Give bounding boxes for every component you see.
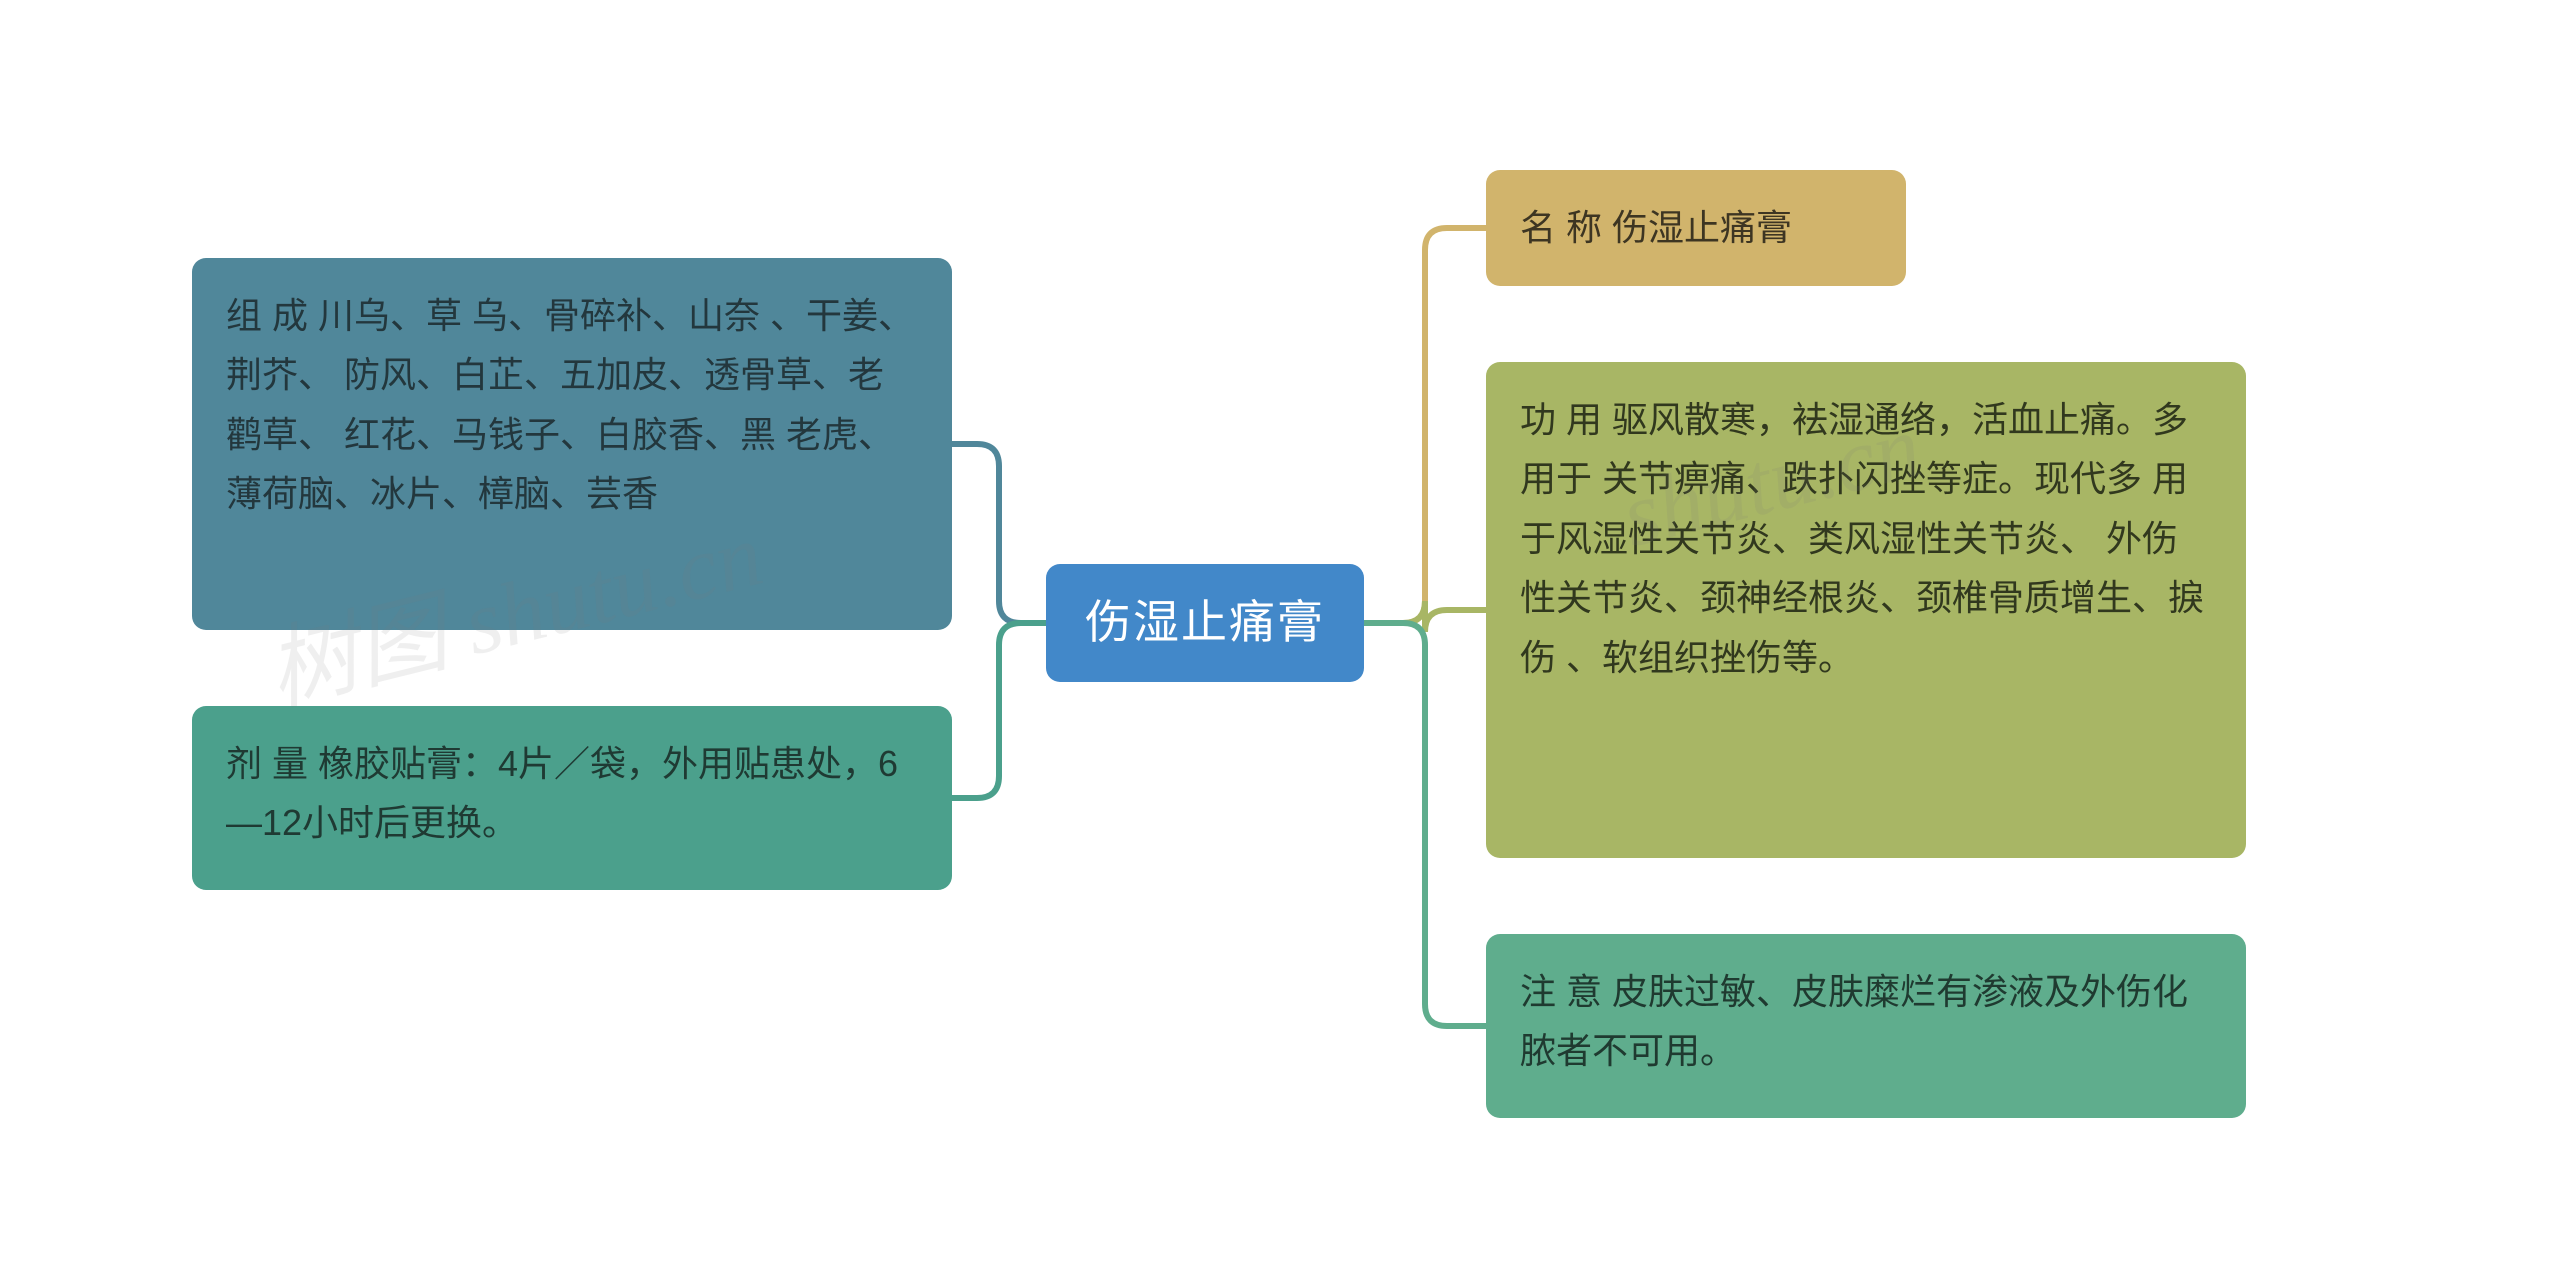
left-node-composition-text: 组 成 川乌、草 乌、骨碎补、山奈 、干姜、荆芥、 防风、白芷、五加皮、透骨草、… xyxy=(226,295,914,514)
left-node-composition: 组 成 川乌、草 乌、骨碎补、山奈 、干姜、荆芥、 防风、白芷、五加皮、透骨草、… xyxy=(192,258,952,630)
right-node-name: 名 称 伤湿止痛膏 xyxy=(1486,170,1906,286)
right-node-function-text: 功 用 驱风散寒，袪湿通络，活血止痛。多用于 关节痹痛、跌扑闪挫等症。现代多 用… xyxy=(1520,399,2204,678)
left-node-dosage-text: 剂 量 橡胶贴膏：4片／袋，外用贴患处，6—12小时后更换。 xyxy=(226,743,898,843)
right-node-caution: 注 意 皮肤过敏、皮肤糜烂有渗液及外伤化脓者不可用。 xyxy=(1486,934,2246,1118)
right-node-caution-text: 注 意 皮肤过敏、皮肤糜烂有渗液及外伤化脓者不可用。 xyxy=(1520,971,2188,1071)
center-node-label: 伤湿止痛膏 xyxy=(1085,585,1325,661)
center-node: 伤湿止痛膏 xyxy=(1046,564,1364,682)
right-node-name-text: 名 称 伤湿止痛膏 xyxy=(1520,207,1792,248)
left-node-dosage: 剂 量 橡胶贴膏：4片／袋，外用贴患处，6—12小时后更换。 xyxy=(192,706,952,890)
right-node-function: 功 用 驱风散寒，袪湿通络，活血止痛。多用于 关节痹痛、跌扑闪挫等症。现代多 用… xyxy=(1486,362,2246,858)
